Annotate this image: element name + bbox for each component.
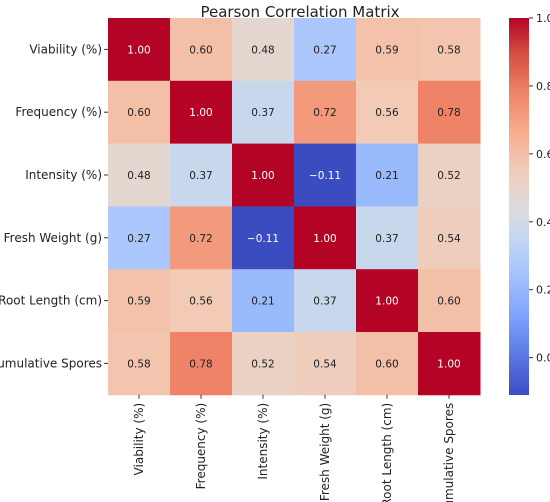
cell-value-label: 0.60	[375, 358, 398, 370]
heatmap-cell	[108, 332, 171, 396]
heatmap-cell	[232, 80, 295, 145]
heatmap-cell	[418, 143, 481, 207]
column-label: Viability (%)	[132, 403, 146, 476]
heatmap-cell	[294, 269, 357, 333]
cell-value-label: −0.11	[309, 170, 341, 182]
row-label: Root Length (cm)	[0, 294, 102, 308]
cell-value-label: 0.60	[437, 296, 460, 308]
cell-value-label: 0.78	[437, 107, 460, 119]
heatmap-cells: 1.00 0.60 0.48 0.27 0.59 0.58 0.60 1.00 0.37 0.72…	[108, 18, 481, 396]
heatmap-cell	[418, 206, 481, 270]
heatmap-cell	[356, 143, 419, 207]
cell-value-label: 0.72	[313, 107, 336, 119]
colorbar	[509, 18, 529, 395]
colorbar-tick-label: 0.0	[536, 352, 550, 365]
cell-value-label: 0.60	[189, 44, 212, 56]
heatmap-cell	[418, 80, 481, 145]
cell-value-label: 0.60	[127, 107, 150, 119]
heatmap-cell	[108, 80, 171, 145]
colorbar-tick-label: 0.2	[536, 284, 550, 297]
heatmap-cell	[170, 206, 233, 270]
cell-value-label: 1.00	[189, 107, 212, 119]
row-label: Viability (%)	[29, 42, 102, 56]
cell-value-label: 0.54	[313, 358, 337, 370]
heatmap-cell	[232, 332, 295, 396]
colorbar-tick-label: 0.4	[536, 216, 550, 229]
column-label: Root Length (cm)	[380, 403, 394, 502]
heatmap-cell	[294, 18, 357, 82]
colorbar-tick-label: 0.6	[536, 148, 550, 161]
heatmap-cell	[170, 332, 233, 396]
column-label: Cumulative Spores	[442, 403, 456, 502]
cell-value-label: 0.27	[127, 233, 150, 245]
heatmap-cell	[108, 206, 171, 270]
cell-value-label: 0.37	[251, 107, 274, 119]
cell-value-label: 0.37	[189, 170, 212, 182]
heatmap-cell	[356, 332, 419, 396]
cell-value-label: 0.21	[251, 296, 274, 308]
row-label: Frequency (%)	[15, 105, 102, 119]
cell-value-label: 0.59	[375, 44, 398, 56]
heatmap-cell	[108, 143, 171, 207]
heatmap-cell	[232, 18, 295, 82]
heatmap-cell	[356, 269, 419, 333]
cell-value-label: 0.52	[251, 358, 274, 370]
heatmap-cell	[232, 206, 295, 270]
cell-value-label: 0.59	[127, 296, 150, 308]
cell-value-label: 0.72	[189, 233, 212, 245]
heatmap-cell	[108, 269, 171, 333]
column-labels: Viability (%) Frequency (%) Intensity (%) F…	[132, 394, 456, 502]
heatmap-cell	[418, 18, 481, 82]
row-label: Fresh Weight (g)	[4, 231, 102, 245]
cell-value-label: 0.58	[127, 358, 150, 370]
heatmap-cell	[232, 269, 295, 333]
colorbar-tick-label: 0.8	[536, 80, 550, 93]
cell-value-label: 1.00	[375, 296, 398, 308]
cell-value-label: 0.52	[437, 170, 460, 182]
heatmap-cell	[418, 332, 481, 396]
colorbar-tick-label: 1.0	[536, 12, 550, 25]
heatmap-cell	[418, 269, 481, 333]
heatmap-cell	[294, 143, 357, 207]
cell-value-label: 1.00	[127, 44, 150, 56]
heatmap-cell	[294, 206, 357, 270]
cell-value-label: 0.37	[313, 296, 336, 308]
cell-value-label: 0.56	[375, 107, 399, 119]
heatmap-cell	[108, 18, 171, 82]
heatmap-cell	[294, 332, 357, 396]
heatmap-cell	[356, 206, 419, 270]
heatmap-cell	[170, 18, 233, 82]
cell-value-label: 1.00	[437, 358, 460, 370]
row-label: Intensity (%)	[25, 168, 102, 182]
heatmap-cell	[356, 80, 419, 145]
cell-value-label: 0.58	[437, 44, 460, 56]
row-labels: Viability (%) Frequency (%) Intensity (%) F…	[0, 42, 108, 370]
row-label: Cumulative Spores	[0, 356, 102, 370]
cell-value-label: 0.37	[375, 233, 398, 245]
heatmap-cell	[170, 143, 233, 207]
heatmap-cell	[170, 80, 233, 145]
cell-value-label: 1.00	[313, 233, 336, 245]
cell-value-label: 0.21	[375, 170, 398, 182]
cell-value-label: 0.48	[251, 44, 274, 56]
column-label: Intensity (%)	[256, 403, 270, 480]
cell-value-label: 0.27	[313, 44, 336, 56]
heatmap-cell	[232, 143, 295, 207]
heatmap-cell	[170, 269, 233, 333]
cell-value-label: −0.11	[247, 233, 279, 245]
chart-title: Pearson Correlation Matrix	[200, 3, 399, 21]
colorbar-ticks: 0.0 0.2 0.4 0.6 0.8 1.0	[529, 12, 550, 365]
column-label: Fresh Weight (g)	[318, 403, 332, 501]
cell-value-label: 1.00	[251, 170, 274, 182]
cell-value-label: 0.48	[127, 170, 150, 182]
column-label: Frequency (%)	[194, 403, 208, 490]
heatmap-cell	[294, 80, 357, 145]
heatmap-cell	[356, 18, 419, 82]
cell-value-label: 0.56	[189, 296, 213, 308]
cell-value-label: 0.54	[437, 233, 461, 245]
cell-value-label: 0.78	[189, 358, 212, 370]
